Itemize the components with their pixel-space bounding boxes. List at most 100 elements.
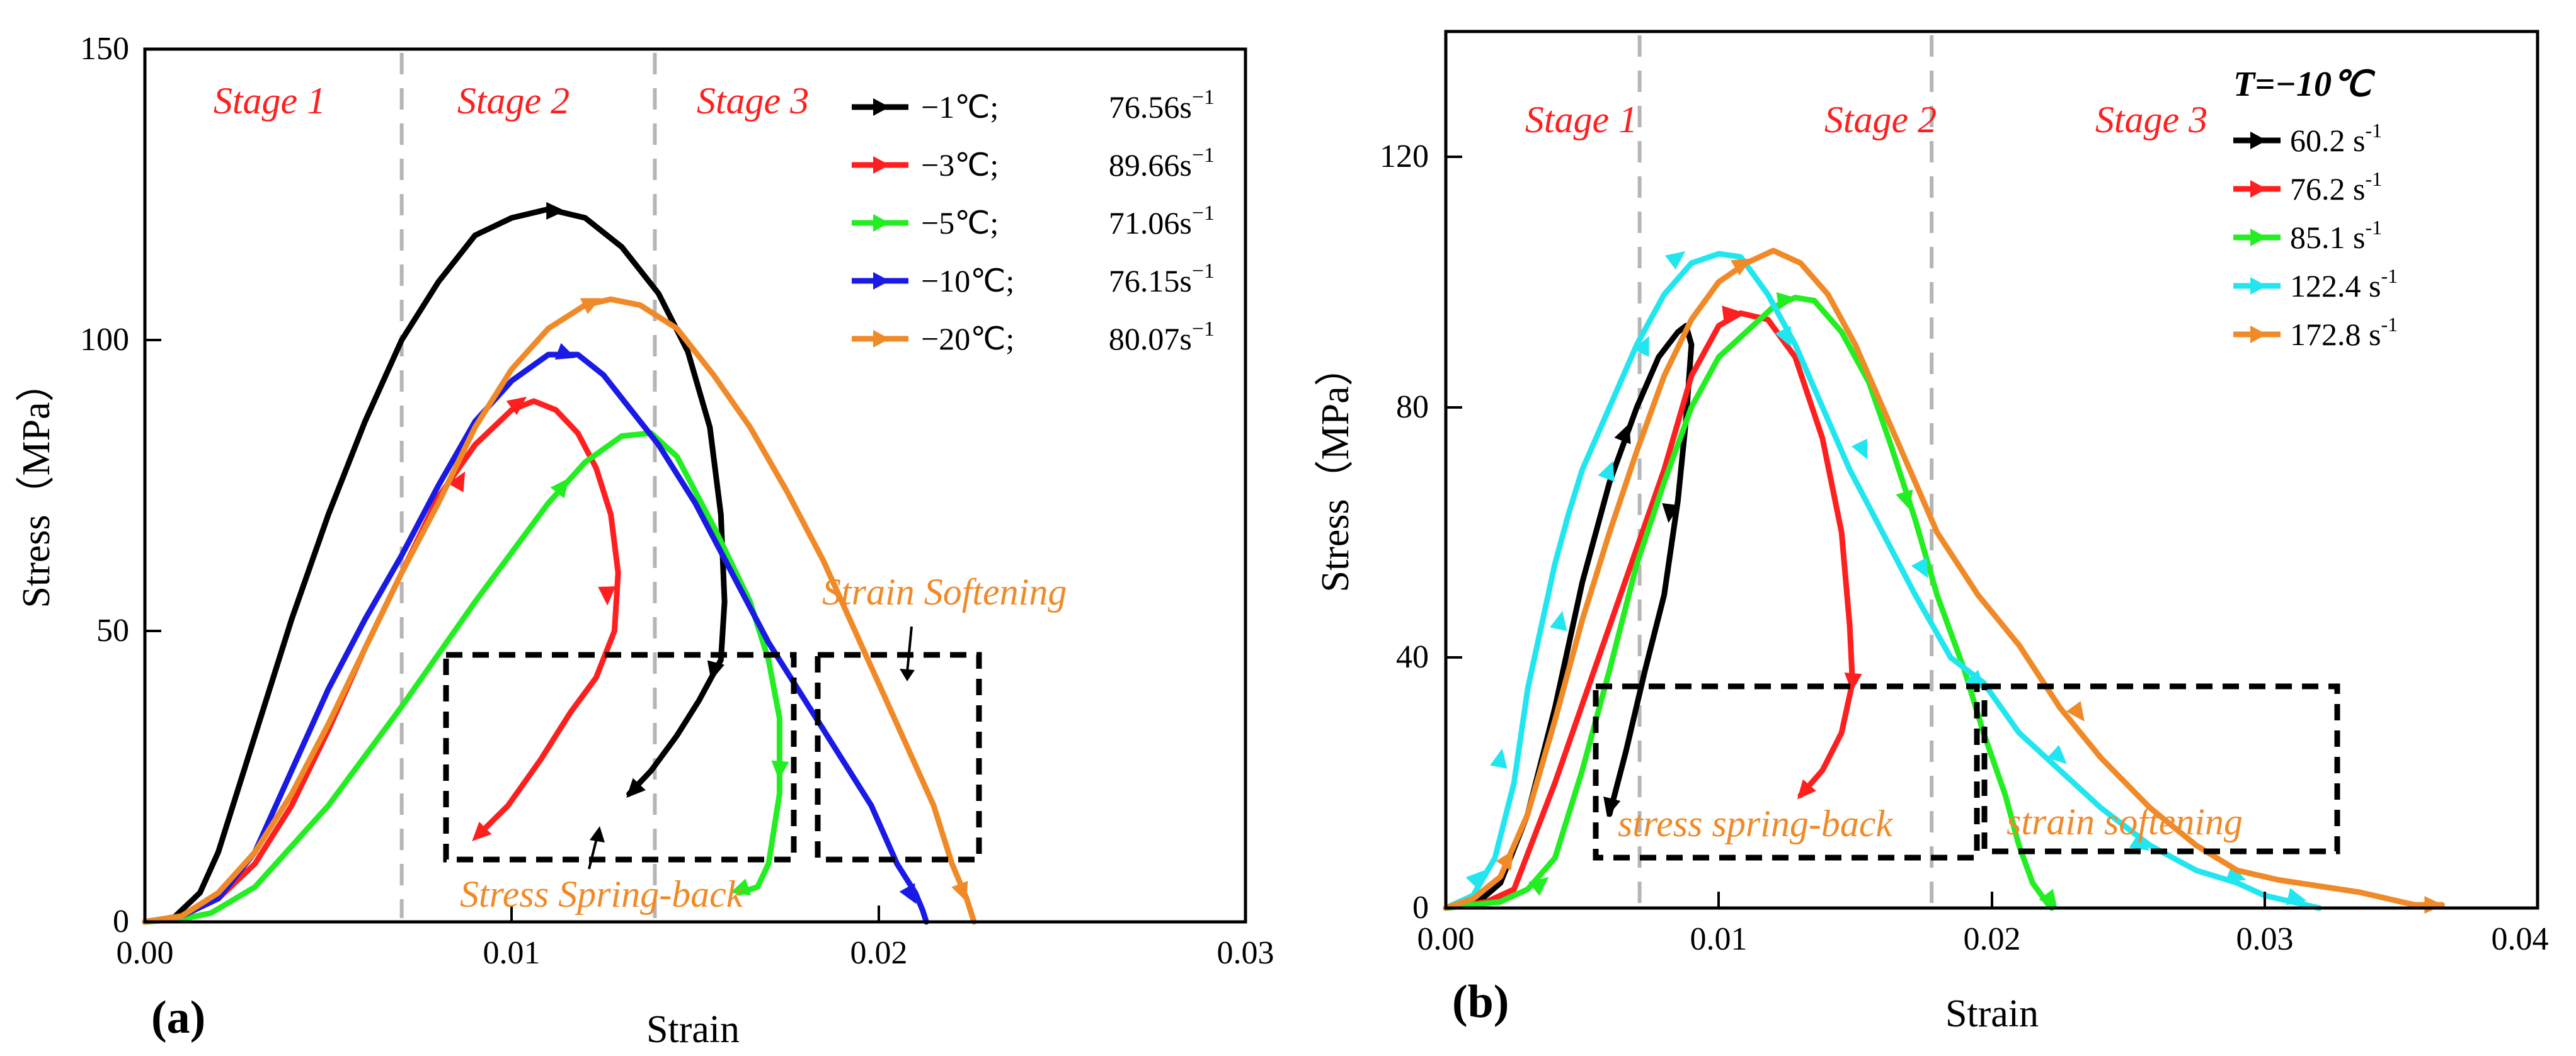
legend-label-b-0: 60.2 s-1 <box>2290 119 2382 158</box>
series-line-a-1 <box>142 398 621 925</box>
legend-rate-value-a-0: 76.56s <box>1109 89 1192 125</box>
series-arrow-marker-b-2-1 <box>1776 292 1797 310</box>
annotation-strain-softening-a: Strain Softening <box>822 571 1067 613</box>
legend-rate-exponent-a-2: −1 <box>1192 202 1215 225</box>
stage-label-a: Stage 1 <box>214 80 326 122</box>
x-tick-label-b: 0.00 <box>1417 921 1475 957</box>
series-arrow-marker-a-1-3 <box>472 821 492 841</box>
series-arrow-marker-b-3-0 <box>1465 870 1485 890</box>
legend-rate-exponent-a-3: −1 <box>1192 259 1215 283</box>
series-arrow-marker-b-3-3 <box>1598 460 1615 482</box>
annotation-strain-softening-b: strain softening <box>2006 801 2243 843</box>
series-arrow-marker-a-0-0 <box>546 202 566 220</box>
panel-label-b: (b) <box>1452 976 1509 1028</box>
series-arrow-marker-b-3-10 <box>2047 744 2067 764</box>
legend-label-exponent-b-4: -1 <box>2381 313 2398 336</box>
legend-label-exponent-b-0: -1 <box>2365 119 2382 142</box>
series-arrow-marker-a-1-2 <box>598 586 616 606</box>
series-arrow-marker-b-3-6 <box>1775 326 1792 347</box>
y-tick-label-b: 120 <box>1380 139 1429 174</box>
series-arrow-marker-b-3-8 <box>1911 557 1928 579</box>
legend-label-value-b-2: 85.1 s <box>2290 220 2365 255</box>
series-arrow-marker-a-2-1 <box>771 760 789 780</box>
legend-label-exponent-b-1: -1 <box>2365 167 2382 190</box>
legend-label-b-2: 85.1 s-1 <box>2290 216 2382 255</box>
legend-marker-b-3 <box>2250 277 2267 295</box>
y-tick-label-a: 50 <box>96 613 129 649</box>
series-arrow-marker-a-3-1 <box>899 883 917 904</box>
series-arrow-marker-b-3-1 <box>1490 748 1508 769</box>
softening-box-a <box>815 652 982 863</box>
legend-rate-exponent-a-0: −1 <box>1192 86 1215 109</box>
series-arrow-marker-b-4-1 <box>1731 258 1752 276</box>
series-arrow-marker-b-3-4 <box>1633 336 1649 357</box>
stage-label-b: Stage 2 <box>1824 99 1937 140</box>
y-axis-label-b: Stress（MPa） <box>1314 347 1357 592</box>
series-arrow-marker-b-0-2 <box>1603 796 1621 817</box>
legend-rate-a-4: 80.07s−1 <box>1109 317 1215 356</box>
series-line-a-2 <box>142 430 782 925</box>
legend-marker-a-1 <box>873 156 890 174</box>
legend-label-a-1: −3℃; <box>921 147 999 183</box>
annotation-stress-spring-back-b: stress spring-back <box>1618 803 1893 844</box>
legend-rate-value-a-1: 89.66s <box>1109 147 1192 183</box>
legend-marker-b-2 <box>2250 229 2267 246</box>
legend-rate-a-0: 76.56s−1 <box>1109 86 1215 125</box>
panel-label-a: (a) <box>151 992 205 1043</box>
series-arrow-marker-b-1-1 <box>1844 673 1862 693</box>
stage-label-b: Stage 1 <box>1525 99 1637 140</box>
series-line-a-4 <box>142 296 977 925</box>
series-arrow-marker-b-2-0 <box>1528 877 1549 896</box>
legend-rate-exponent-a-4: −1 <box>1192 317 1215 341</box>
legend-label-value-b-4: 172.8 s <box>2290 317 2381 352</box>
series-arrow-marker-b-3-2 <box>1550 610 1567 632</box>
legend-marker-a-0 <box>873 98 890 116</box>
x-tick-label-b: 0.01 <box>1690 921 1748 957</box>
series-arrow-marker-b-3-11 <box>2129 832 2150 851</box>
series-arrow-marker-b-3-7 <box>1851 438 1868 460</box>
legend-label-a-0: −1℃; <box>921 89 999 125</box>
series-arrow-marker-b-2-3 <box>2039 889 2058 910</box>
y-tick-label-b: 0 <box>1412 890 1429 926</box>
y-axis-label-a: Stress（MPa） <box>15 363 58 608</box>
series-arrow-marker-a-0-2 <box>626 778 646 798</box>
x-tick-label-a: 0.00 <box>117 935 174 971</box>
legend-marker-a-4 <box>873 330 890 348</box>
series-arrow-marker-b-4-0 <box>1496 849 1514 871</box>
series-arrow-marker-a-4-0 <box>580 298 601 314</box>
series-arrow-marker-a-1-0 <box>448 471 466 492</box>
legend-b: T=−10℃ 60.2 s-1 76.2 s-1 85.1 s-1 122.4 … <box>2233 65 2398 352</box>
x-tick-label-b: 0.03 <box>2236 921 2294 957</box>
series-arrow-marker-a-2-0 <box>550 478 570 499</box>
legend-label-exponent-b-3: -1 <box>2381 264 2398 287</box>
series-arrow-marker-b-3-13 <box>2286 888 2307 906</box>
x-tick-label-b: 0.04 <box>2492 921 2549 957</box>
legend-label-b-4: 172.8 s-1 <box>2290 313 2398 352</box>
legend-rate-a-2: 71.06s−1 <box>1109 202 1215 241</box>
spring-back-box-b <box>1593 683 1980 861</box>
annotation-arrow-a <box>588 836 598 870</box>
series-arrow-marker-a-3-0 <box>554 343 576 360</box>
legend-marker-a-3 <box>873 272 890 290</box>
legend-a: −1℃; 76.56s−1 −3℃; 89.66s−1 −5℃; 71.06s−… <box>852 86 1215 356</box>
legend-label-exponent-b-2: -1 <box>2365 216 2382 239</box>
series-arrow-marker-a-2-2 <box>730 878 751 896</box>
series-arrow-marker-a-4-1 <box>951 880 968 902</box>
legend-label-a-2: −5℃; <box>921 205 999 241</box>
legend-rate-value-a-3: 76.15s <box>1109 263 1192 298</box>
legend-label-a-3: −10℃; <box>921 263 1014 298</box>
legend-marker-b-0 <box>2250 132 2267 149</box>
legend-rate-value-a-4: 80.07s <box>1109 321 1192 356</box>
stage-label-b: Stage 3 <box>2095 99 2207 140</box>
panel-b: 0 40 80 120 0.00 0.01 0.02 0.03 0.04 Str… <box>1314 30 2549 1035</box>
annotation-arrow-a <box>906 626 913 673</box>
stage-label-a: Stage 2 <box>457 80 570 122</box>
series-arrow-marker-b-1-0 <box>1722 305 1742 324</box>
annotation-arrowhead-a <box>590 826 605 843</box>
y-tick-label-a: 0 <box>113 904 129 940</box>
series-arrow-marker-b-1-2 <box>1797 779 1817 800</box>
series-arrow-marker-a-0-1 <box>707 660 724 681</box>
series-line-a-0 <box>142 206 728 925</box>
legend-rate-exponent-a-1: −1 <box>1192 144 1215 167</box>
y-tick-label-a: 100 <box>80 322 129 358</box>
